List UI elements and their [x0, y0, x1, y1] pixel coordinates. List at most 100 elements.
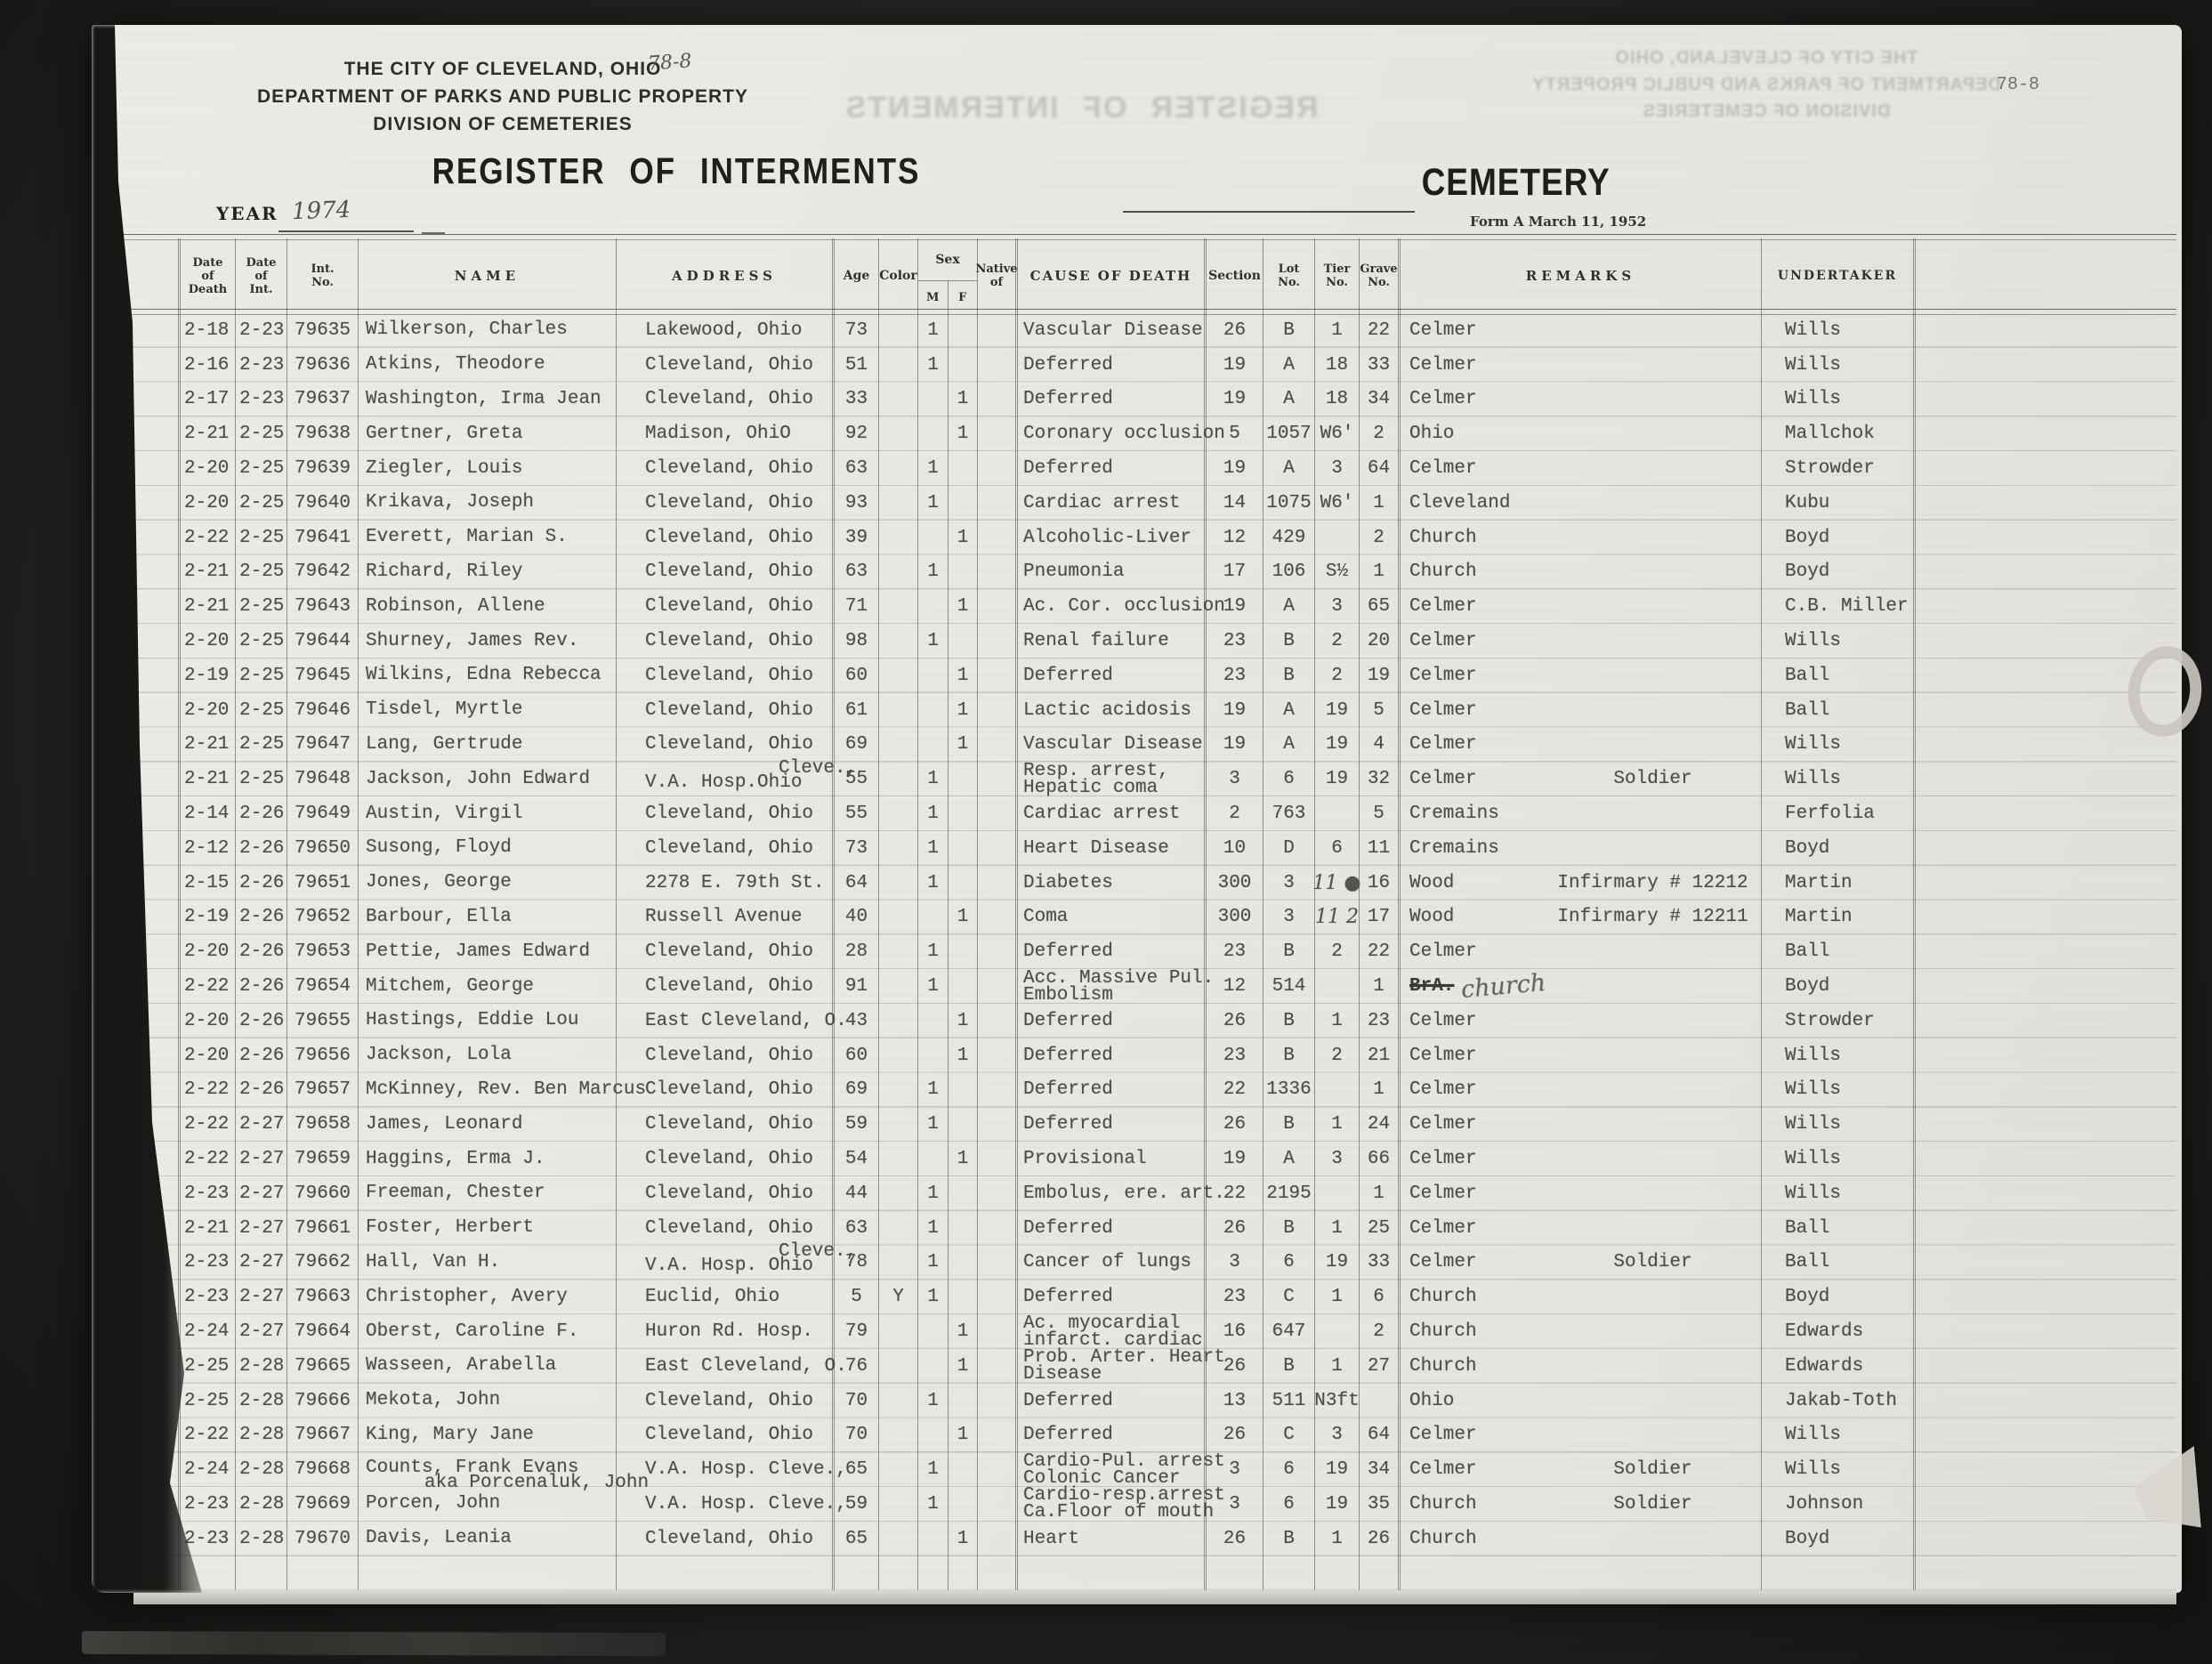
cell-grave	[1360, 1555, 1401, 1591]
cause-line: Ca.Floor of mouth	[1023, 1502, 1215, 1523]
cause-line: Vascular Disease	[1023, 319, 1203, 341]
cell-lot: 6	[1263, 1452, 1315, 1488]
cell-section: 23	[1207, 934, 1263, 970]
cell-age: 65	[835, 1521, 879, 1556]
name-line: Freeman, Chester	[366, 1183, 545, 1204]
cell-address: Cleveland, Ohio	[617, 727, 835, 763]
cell-date-of-death: 2-19	[181, 900, 236, 935]
cell-undertaker: Wills	[1762, 762, 1916, 797]
cell-date-of-death: 2-23	[181, 1175, 236, 1211]
cause-line: Provisional	[1023, 1149, 1147, 1170]
cell-sex-m: 1	[918, 1175, 949, 1211]
address-line: V.A. Hosp. Cleve.,	[645, 1493, 847, 1515]
cell-grave: 26	[1360, 1521, 1401, 1556]
cause-line: Deferred	[1023, 1114, 1113, 1135]
cell-age: 69	[835, 727, 879, 763]
cell-color	[879, 865, 918, 901]
cell-address: Cleveland, Ohio	[617, 934, 835, 970]
cell-remarks: Celmer	[1401, 1142, 1762, 1176]
cause-line: Deferred	[1023, 1287, 1113, 1308]
remark-cemetery: Cleveland	[1409, 492, 1511, 513]
remark-struck: BrA.	[1409, 976, 1455, 998]
cell-remarks: Church Soldier	[1401, 1487, 1762, 1522]
cause-line: Deferred	[1023, 1045, 1113, 1066]
remark-cemetery: Celmer	[1409, 458, 1477, 480]
cell-lot: B	[1263, 1348, 1315, 1384]
address-line: East Cleveland, O.	[645, 1010, 847, 1031]
cell-sex-f	[949, 1555, 978, 1591]
register-table: Date of Death Date of Int. Int. No. NAME…	[178, 238, 1916, 1591]
name-line: Oberst, Caroline F.	[366, 1321, 579, 1342]
table-row: 2-23 2-27 79660 Freeman, Chester Cleveland, …	[178, 1175, 1916, 1211]
cell-date-of-interment: 2-26	[236, 900, 287, 935]
cell-section: 300	[1207, 900, 1263, 935]
org-line-1: THE CITY OF CLEVELAND, OHIO	[343, 59, 662, 79]
remark-cemetery: Celmer	[1409, 1114, 1477, 1135]
cell-date-of-interment: 2-23	[236, 347, 287, 383]
cell-date-of-interment: 2-26	[236, 1003, 287, 1038]
name-line: McKinney, Rev. Ben Marcus	[366, 1078, 647, 1100]
cell-undertaker: Wills	[1762, 1175, 1916, 1211]
cell-sex-m	[918, 1348, 949, 1384]
remark-cemetery: Celmer	[1409, 769, 1477, 790]
cell-remarks: Celmer	[1401, 1175, 1762, 1211]
cell-native-of	[978, 1245, 1018, 1280]
cell-date-of-death: 2-24	[181, 1452, 236, 1488]
remark-cemetery: Wood	[1409, 907, 1455, 928]
cell-lot: 514	[1263, 969, 1315, 1004]
cell-sex-f: 1	[949, 658, 978, 693]
cell-address: Cleveland, Ohio	[617, 347, 835, 383]
cell-section: 17	[1207, 554, 1263, 590]
name-line: Jackson, John Edward	[366, 768, 591, 789]
address-line: East Cleveland, O.	[645, 1355, 847, 1377]
cell-native-of	[978, 1280, 1018, 1315]
cell-interment-number: 79638	[287, 416, 359, 452]
cell-tier: 19	[1315, 727, 1360, 763]
cell-sex-f	[949, 554, 978, 590]
cell-interment-number: 79663	[287, 1280, 359, 1315]
name-line: Shurney, James Rev.	[366, 630, 579, 651]
cell-lot: A	[1263, 727, 1315, 763]
cell-tier: 2	[1315, 624, 1360, 658]
cell-age: 54	[835, 1142, 879, 1176]
cell-lot	[1263, 1555, 1315, 1591]
cell-date-of-interment: 2-27	[236, 1245, 287, 1280]
address-line: V.A. Hosp.Ohio	[645, 772, 803, 794]
cell-age: 76	[835, 1348, 879, 1384]
cell-name: Wasseen, Arabella	[359, 1348, 617, 1384]
address-line: Cleveland, Ohio	[645, 699, 814, 721]
cell-lot: 511	[1263, 1383, 1315, 1418]
cell-age: 60	[835, 1038, 879, 1073]
name-line: Wasseen, Arabella	[366, 1355, 557, 1377]
cell-grave: 22	[1360, 313, 1401, 348]
cell-native-of	[978, 589, 1018, 625]
cell-section: 26	[1207, 1348, 1263, 1384]
cell-interment-number: 79661	[287, 1210, 359, 1246]
address-line: Cleveland, Ohio	[645, 596, 814, 618]
cell-section: 23	[1207, 1280, 1263, 1315]
cell-sex-m	[918, 1521, 949, 1556]
cell-sex-m	[918, 1142, 949, 1176]
header-date-of-death: Date of Death	[181, 238, 236, 313]
cell-lot: 1336	[1263, 1072, 1315, 1108]
cell-tier: 19	[1315, 1245, 1360, 1280]
cell-sex-m: 1	[918, 1452, 949, 1488]
cell-grave: 1	[1360, 485, 1401, 521]
cell-date-of-death: 2-17	[181, 382, 236, 417]
cell-undertaker: Jakab-Toth	[1762, 1383, 1916, 1418]
cell-address: Cleveland, Ohio	[617, 1418, 835, 1453]
cell-undertaker: Edwards	[1762, 1348, 1916, 1384]
cell-name: Ziegler, Louis	[359, 451, 617, 486]
cell-color	[879, 1175, 918, 1211]
cause-line: Alcoholic-Liver	[1023, 527, 1192, 548]
cell-address: Cleveland, Ohio	[617, 1038, 835, 1073]
cell-remarks: Celmer	[1401, 313, 1762, 348]
name-line: Susong, Floyd	[366, 837, 512, 859]
cell-sex-f	[949, 1107, 978, 1143]
name-line: Jones, George	[366, 872, 512, 893]
cell-interment-number: 79664	[287, 1314, 359, 1349]
cell-grave: 1	[1360, 1175, 1401, 1211]
cell-name: Robinson, Allene	[359, 589, 617, 625]
cell-color: Y	[879, 1280, 918, 1315]
cell-date-of-death: 2-22	[181, 520, 236, 555]
